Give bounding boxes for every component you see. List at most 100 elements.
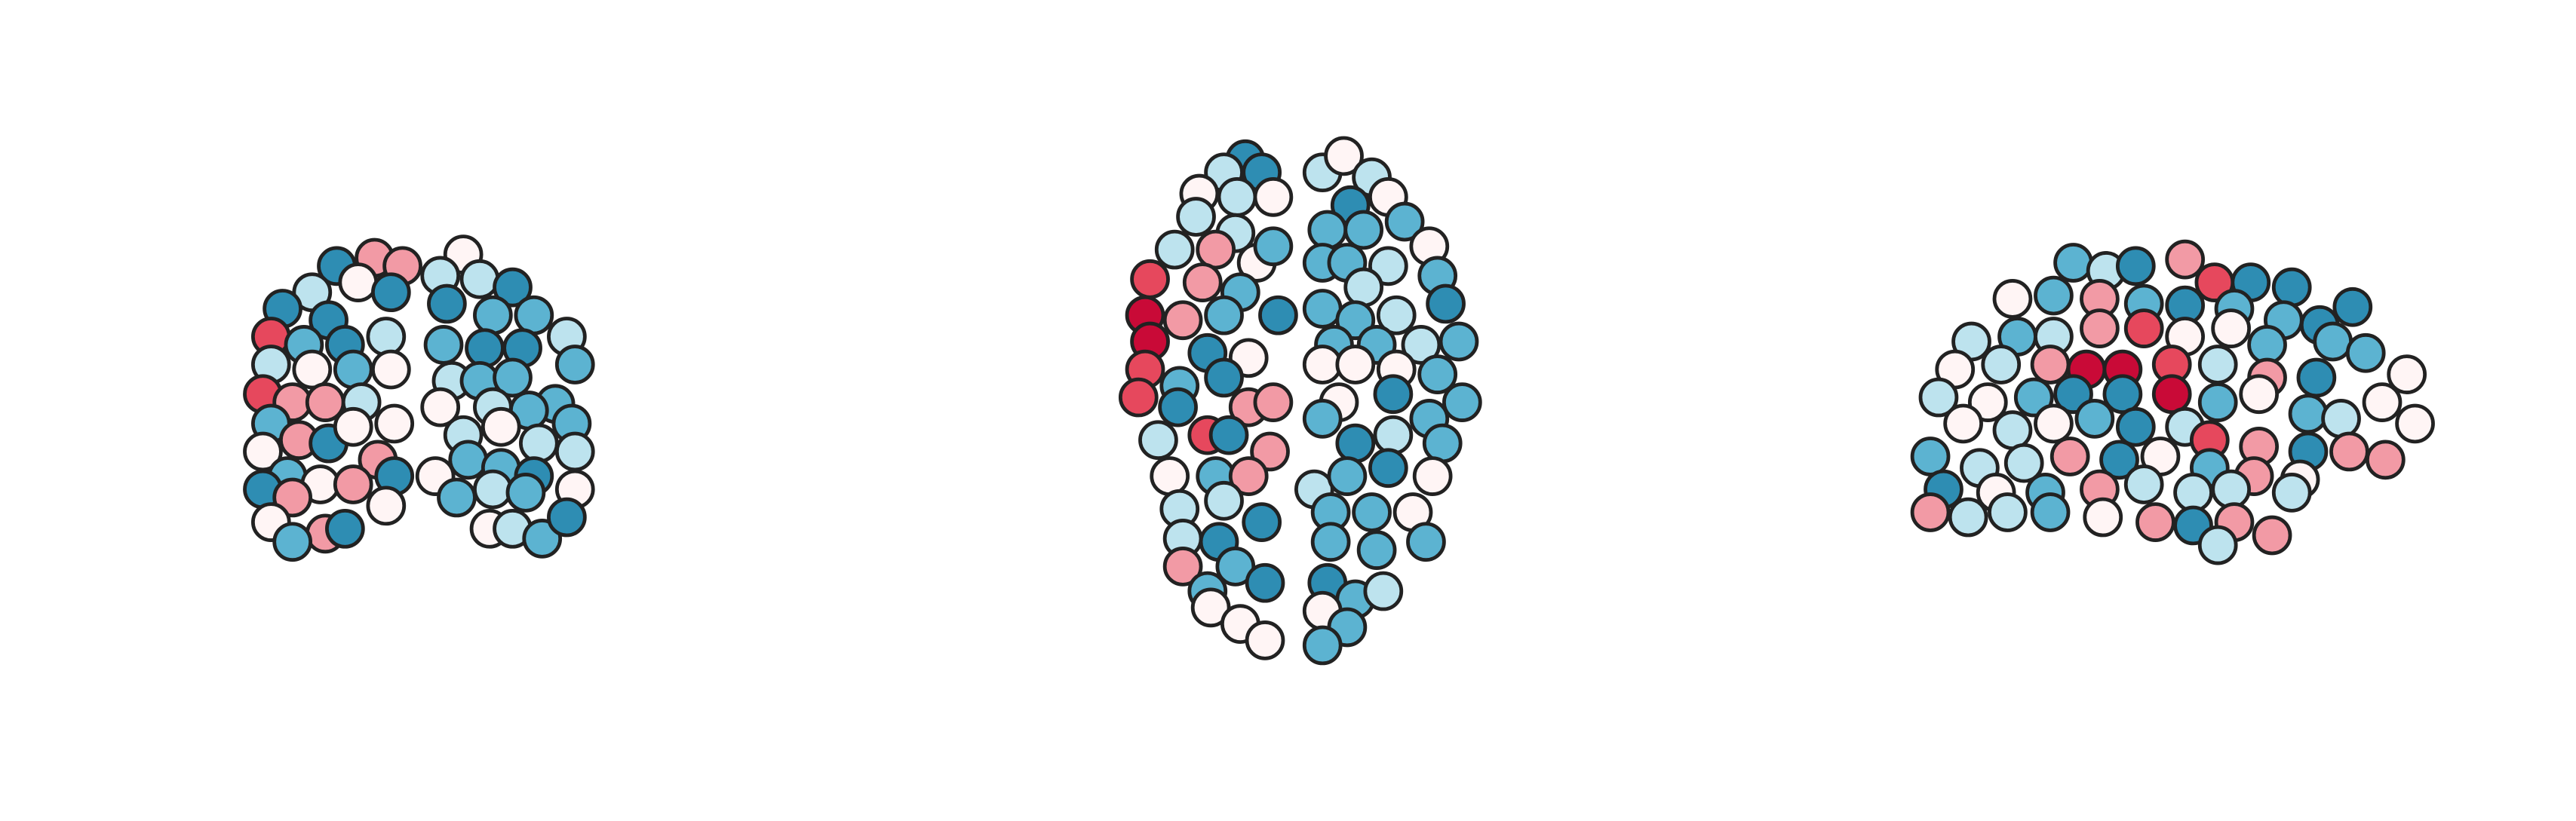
node bbox=[2211, 308, 2251, 348]
node bbox=[1245, 620, 1285, 660]
node bbox=[1401, 325, 1442, 365]
node bbox=[493, 357, 533, 398]
node bbox=[366, 317, 407, 357]
node bbox=[1343, 210, 1384, 250]
node bbox=[505, 473, 546, 513]
node bbox=[1376, 295, 1417, 335]
node bbox=[1176, 197, 1216, 237]
node bbox=[2080, 308, 2120, 348]
node bbox=[514, 295, 554, 335]
node bbox=[1373, 374, 1414, 415]
node bbox=[1988, 492, 2028, 532]
node bbox=[1981, 345, 2022, 384]
node bbox=[2053, 243, 2093, 283]
node bbox=[1208, 415, 1249, 455]
node bbox=[2239, 374, 2280, 415]
node bbox=[1967, 382, 2008, 422]
node bbox=[1204, 357, 1244, 398]
node bbox=[2313, 321, 2353, 362]
node bbox=[1368, 448, 1408, 489]
node bbox=[1368, 246, 1408, 286]
node bbox=[1343, 267, 1384, 308]
node bbox=[1426, 283, 1466, 324]
node bbox=[2151, 374, 2192, 415]
node bbox=[370, 272, 411, 313]
node bbox=[2252, 515, 2292, 556]
node bbox=[2329, 431, 2369, 472]
node bbox=[2083, 497, 2123, 538]
node bbox=[481, 406, 521, 447]
node bbox=[2271, 473, 2312, 513]
node bbox=[554, 345, 595, 384]
node bbox=[1215, 547, 1256, 587]
node bbox=[1250, 431, 1290, 472]
node bbox=[2197, 525, 2238, 565]
node bbox=[292, 349, 333, 390]
node bbox=[1335, 423, 1376, 464]
node bbox=[519, 423, 559, 464]
node bbox=[366, 486, 407, 526]
node bbox=[370, 349, 411, 390]
node bbox=[272, 522, 313, 562]
node bbox=[1130, 259, 1170, 299]
node bbox=[2165, 239, 2206, 280]
node bbox=[1335, 345, 1376, 384]
node bbox=[2115, 406, 2156, 447]
node bbox=[448, 440, 489, 480]
node bbox=[2034, 403, 2074, 444]
node bbox=[1162, 547, 1203, 587]
node bbox=[1138, 420, 1178, 461]
node bbox=[547, 497, 587, 538]
node bbox=[2034, 275, 2074, 316]
brain-view bbox=[243, 234, 595, 562]
node bbox=[2099, 440, 2139, 480]
node bbox=[1384, 201, 1425, 242]
node bbox=[437, 477, 477, 518]
node bbox=[2288, 394, 2329, 434]
node bbox=[1910, 437, 1951, 476]
node bbox=[459, 259, 500, 299]
node bbox=[1352, 492, 1392, 532]
node bbox=[1335, 300, 1376, 341]
node bbox=[465, 328, 505, 369]
node bbox=[1204, 295, 1244, 335]
node bbox=[333, 464, 373, 504]
node bbox=[1158, 387, 1198, 427]
node bbox=[2197, 345, 2238, 384]
node bbox=[1302, 289, 1343, 329]
node bbox=[2332, 286, 2373, 327]
node bbox=[1310, 522, 1351, 562]
node bbox=[1302, 399, 1343, 439]
node bbox=[1422, 423, 1463, 464]
node bbox=[333, 349, 373, 390]
node bbox=[1992, 410, 2033, 450]
node bbox=[374, 403, 415, 444]
node bbox=[473, 469, 513, 510]
node bbox=[1245, 562, 1285, 603]
node bbox=[1258, 295, 1298, 335]
node bbox=[325, 508, 365, 549]
node bbox=[2345, 332, 2386, 373]
node bbox=[420, 387, 461, 427]
node bbox=[2003, 443, 2044, 483]
node bbox=[2197, 382, 2238, 422]
node bbox=[427, 283, 467, 324]
node bbox=[1373, 415, 1414, 455]
node bbox=[1204, 480, 1244, 521]
node bbox=[1992, 279, 2033, 319]
node bbox=[333, 406, 373, 447]
node bbox=[2049, 437, 2090, 476]
node bbox=[1442, 382, 1482, 422]
node bbox=[2135, 502, 2175, 542]
node bbox=[1363, 571, 1404, 611]
brain-view bbox=[1118, 136, 1482, 666]
node bbox=[2173, 473, 2213, 513]
node bbox=[1948, 497, 1988, 538]
node bbox=[1118, 377, 1159, 418]
node bbox=[2366, 440, 2406, 480]
node bbox=[1307, 210, 1348, 250]
node bbox=[2053, 374, 2093, 415]
node bbox=[1324, 136, 1364, 176]
